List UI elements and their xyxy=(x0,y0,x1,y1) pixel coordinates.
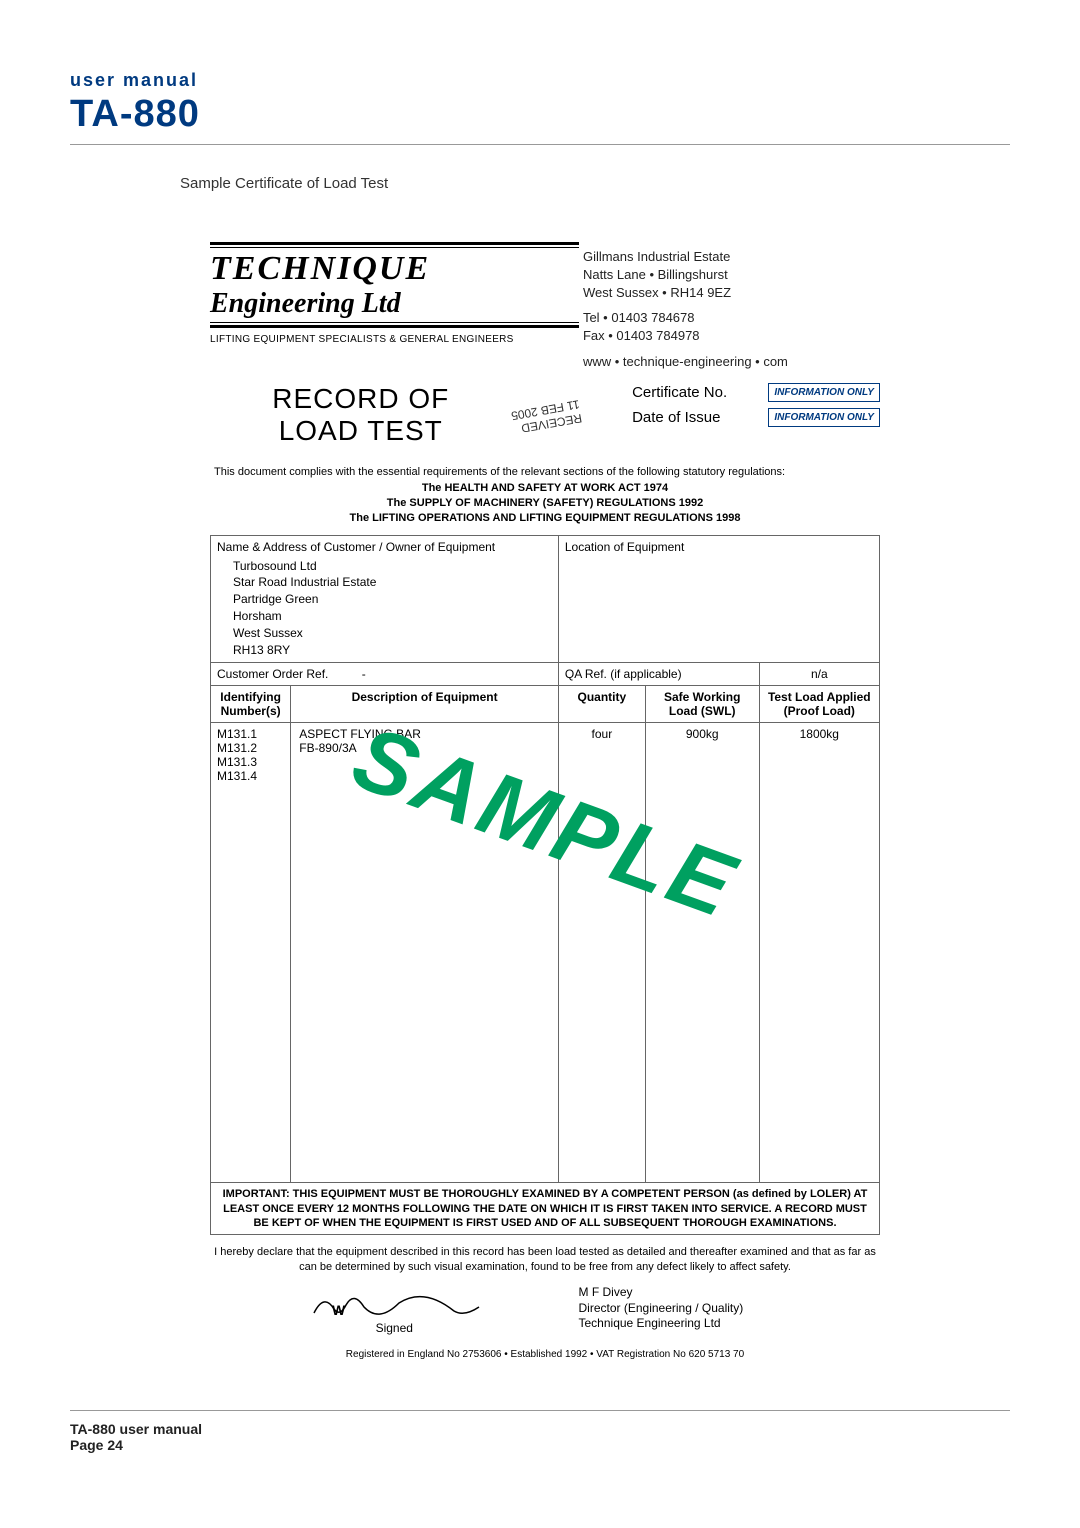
company-address: Gillmans Industrial Estate Natts Lane • … xyxy=(583,242,864,371)
signed-label: Signed xyxy=(210,1321,579,1335)
qa-ref-label: QA Ref. (if applicable) xyxy=(558,663,759,686)
manual-header: user manual TA-880 xyxy=(70,70,1010,136)
customer-label: Name & Address of Customer / Owner of Eq… xyxy=(217,540,552,554)
customer-address: Turbosound Ltd Star Road Industrial Esta… xyxy=(217,558,552,659)
signatory-name: M F Divey xyxy=(579,1285,881,1301)
col-swl: Safe Working Load (SWL) xyxy=(645,686,759,723)
section-title: Sample Certificate of Load Test xyxy=(180,175,1010,192)
col-proof: Test Load Applied (Proof Load) xyxy=(759,686,879,723)
info-only-badge: INFORMATION ONLY xyxy=(768,383,880,402)
model-number: TA-880 xyxy=(70,93,1010,136)
certificate-table: Name & Address of Customer / Owner of Eq… xyxy=(210,535,880,1236)
addr-line: Natts Lane • Billingshurst xyxy=(583,266,864,284)
received-stamp: RECEIVED 11 FEB 2005 xyxy=(512,383,633,453)
cell-desc: ASPECT FLYING BAR FB-890/3A xyxy=(291,723,559,1183)
info-only-badge: INFORMATION ONLY xyxy=(768,408,880,427)
company-name-2: Engineering Ltd xyxy=(210,288,579,320)
signatory-company: Technique Engineering Ltd xyxy=(579,1316,881,1332)
addr-line: West Sussex • RH14 9EZ xyxy=(583,284,864,302)
page-footer: TA-880 user manual Page 24 xyxy=(70,1421,1010,1453)
order-ref-value: - xyxy=(362,667,366,681)
cell-swl: 900kg xyxy=(645,723,759,1183)
cell-ids: M131.1 M131.2 M131.3 M131.4 xyxy=(211,723,291,1183)
header-rule xyxy=(70,144,1010,145)
company-web: www • technique-engineering • com xyxy=(583,353,864,371)
qa-ref-value: n/a xyxy=(759,663,879,686)
signatory-role: Director (Engineering / Quality) xyxy=(579,1301,881,1317)
company-fax: Fax • 01403 784978 xyxy=(583,327,864,345)
company-logo-block: TECHNIQUE Engineering Ltd LIFTING EQUIPM… xyxy=(210,242,579,345)
company-tel: Tel • 01403 784678 xyxy=(583,309,864,327)
col-id: Identifying Number(s) xyxy=(211,686,291,723)
table-row: M131.1 M131.2 M131.3 M131.4 ASPECT FLYIN… xyxy=(211,723,880,1183)
cell-qty: four xyxy=(558,723,645,1183)
certificate-meta: Certificate No. INFORMATION ONLY Date of… xyxy=(632,383,880,433)
compliance-text: This document complies with the essentia… xyxy=(210,465,880,527)
signature-row: W Signed M F Divey Director (Engineering… xyxy=(210,1285,880,1335)
company-subtitle: LIFTING EQUIPMENT SPECIALISTS & GENERAL … xyxy=(210,334,579,345)
cell-proof: 1800kg xyxy=(759,723,879,1183)
date-issue-label: Date of Issue xyxy=(632,409,768,426)
addr-line: Gillmans Industrial Estate xyxy=(583,248,864,266)
footer-rule xyxy=(70,1410,1010,1411)
svg-text:W: W xyxy=(332,1302,346,1318)
col-desc: Description of Equipment xyxy=(291,686,559,723)
user-manual-label: user manual xyxy=(70,70,1010,91)
registered-text: Registered in England No 2753606 • Estab… xyxy=(210,1349,880,1360)
col-qty: Quantity xyxy=(558,686,645,723)
order-ref-label: Customer Order Ref. xyxy=(217,667,328,681)
company-name-1: TECHNIQUE xyxy=(210,250,579,288)
record-title: RECORD OF LOAD TEST xyxy=(210,383,512,447)
certificate: TECHNIQUE Engineering Ltd LIFTING EQUIPM… xyxy=(210,242,880,1360)
signature-icon: W xyxy=(304,1285,484,1321)
location-label: Location of Equipment xyxy=(565,540,873,554)
important-notice: IMPORTANT: THIS EQUIPMENT MUST BE THOROU… xyxy=(211,1183,880,1235)
declaration-text: I hereby declare that the equipment desc… xyxy=(214,1245,876,1275)
cert-no-label: Certificate No. xyxy=(632,384,768,401)
